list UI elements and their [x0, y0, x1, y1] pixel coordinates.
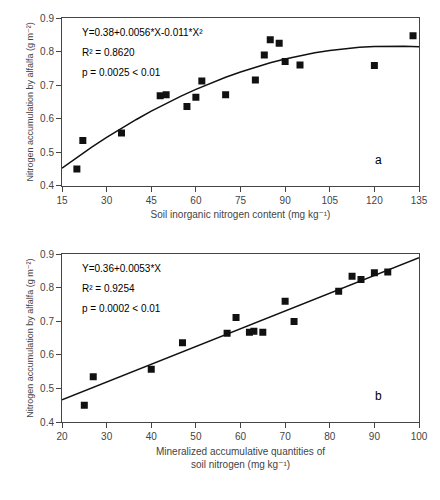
svg-text:0.8: 0.8: [40, 282, 54, 293]
svg-text:30: 30: [101, 195, 113, 206]
svg-text:120: 120: [366, 195, 383, 206]
svg-text:b: b: [375, 389, 382, 403]
svg-text:75: 75: [235, 195, 247, 206]
svg-text:R² = 0.9254: R² = 0.9254: [82, 283, 135, 294]
svg-text:90: 90: [369, 431, 381, 442]
svg-text:p = 0.0025 < 0.01: p = 0.0025 < 0.01: [82, 67, 161, 78]
svg-text:0.7: 0.7: [40, 316, 54, 327]
svg-text:0.4: 0.4: [40, 180, 54, 191]
svg-text:0.9: 0.9: [40, 13, 54, 24]
svg-text:50: 50: [190, 431, 202, 442]
svg-text:Mineralized accumulative quant: Mineralized accumulative quantities ofso…: [156, 446, 325, 470]
svg-text:135: 135: [411, 195, 428, 206]
svg-text:100: 100: [411, 431, 428, 442]
svg-text:p = 0.0002 < 0.01: p = 0.0002 < 0.01: [82, 303, 161, 314]
svg-text:0.4: 0.4: [40, 417, 54, 428]
svg-text:70: 70: [280, 431, 292, 442]
svg-text:Soil inorganic nitrogen conten: Soil inorganic nitrogen content (mg kg⁻¹…: [151, 209, 331, 220]
svg-text:60: 60: [235, 431, 247, 442]
svg-text:30: 30: [101, 431, 113, 442]
svg-text:Nitrogen accumulation by alfal: Nitrogen accumulation by alfalfa (g m⁻²): [25, 259, 35, 418]
svg-text:a: a: [375, 153, 382, 167]
svg-text:45: 45: [146, 195, 158, 206]
svg-text:20: 20: [56, 431, 68, 442]
svg-text:Y=0.36+0.0053*X: Y=0.36+0.0053*X: [82, 263, 161, 274]
svg-text:0.8: 0.8: [40, 46, 54, 57]
svg-text:R² = 0.8620: R² = 0.8620: [82, 47, 135, 58]
svg-text:15: 15: [56, 195, 68, 206]
svg-text:60: 60: [190, 195, 202, 206]
svg-text:0.6: 0.6: [40, 113, 54, 124]
svg-text:80: 80: [324, 431, 336, 442]
svg-text:0.9: 0.9: [40, 249, 54, 260]
svg-text:0.7: 0.7: [40, 80, 54, 91]
svg-text:Nitrogen accumulation by alfal: Nitrogen accumulation by alfalfa (g m⁻²): [25, 22, 35, 181]
svg-text:Y=0.38+0.0056*X-0.011*X²: Y=0.38+0.0056*X-0.011*X²: [82, 27, 203, 38]
svg-text:90: 90: [280, 195, 292, 206]
svg-text:0.5: 0.5: [40, 147, 54, 158]
svg-text:105: 105: [321, 195, 338, 206]
svg-text:40: 40: [146, 431, 158, 442]
svg-text:0.5: 0.5: [40, 383, 54, 394]
svg-text:0.6: 0.6: [40, 349, 54, 360]
